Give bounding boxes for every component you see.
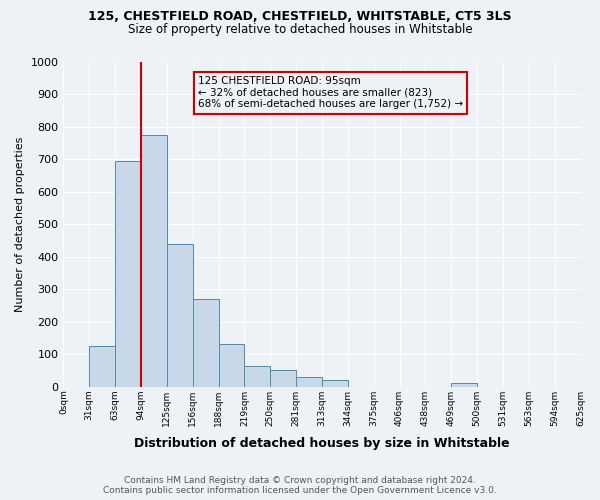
Bar bbox=[193, 299, 218, 386]
Y-axis label: Number of detached properties: Number of detached properties bbox=[15, 136, 25, 312]
X-axis label: Distribution of detached houses by size in Whitstable: Distribution of detached houses by size … bbox=[134, 437, 510, 450]
Bar bbox=[218, 344, 244, 387]
Text: Contains HM Land Registry data © Crown copyright and database right 2024.
Contai: Contains HM Land Registry data © Crown c… bbox=[103, 476, 497, 495]
Text: 125, CHESTFIELD ROAD, CHESTFIELD, WHITSTABLE, CT5 3LS: 125, CHESTFIELD ROAD, CHESTFIELD, WHITST… bbox=[88, 10, 512, 23]
Bar bbox=[296, 377, 322, 386]
Bar bbox=[141, 134, 167, 386]
Bar bbox=[115, 160, 141, 386]
Bar bbox=[89, 346, 115, 387]
Text: Size of property relative to detached houses in Whitstable: Size of property relative to detached ho… bbox=[128, 22, 472, 36]
Bar bbox=[322, 380, 348, 386]
Bar bbox=[167, 244, 193, 386]
Bar bbox=[270, 370, 296, 386]
Text: 125 CHESTFIELD ROAD: 95sqm
← 32% of detached houses are smaller (823)
68% of sem: 125 CHESTFIELD ROAD: 95sqm ← 32% of deta… bbox=[198, 76, 463, 110]
Bar bbox=[451, 384, 477, 386]
Bar bbox=[244, 366, 270, 386]
